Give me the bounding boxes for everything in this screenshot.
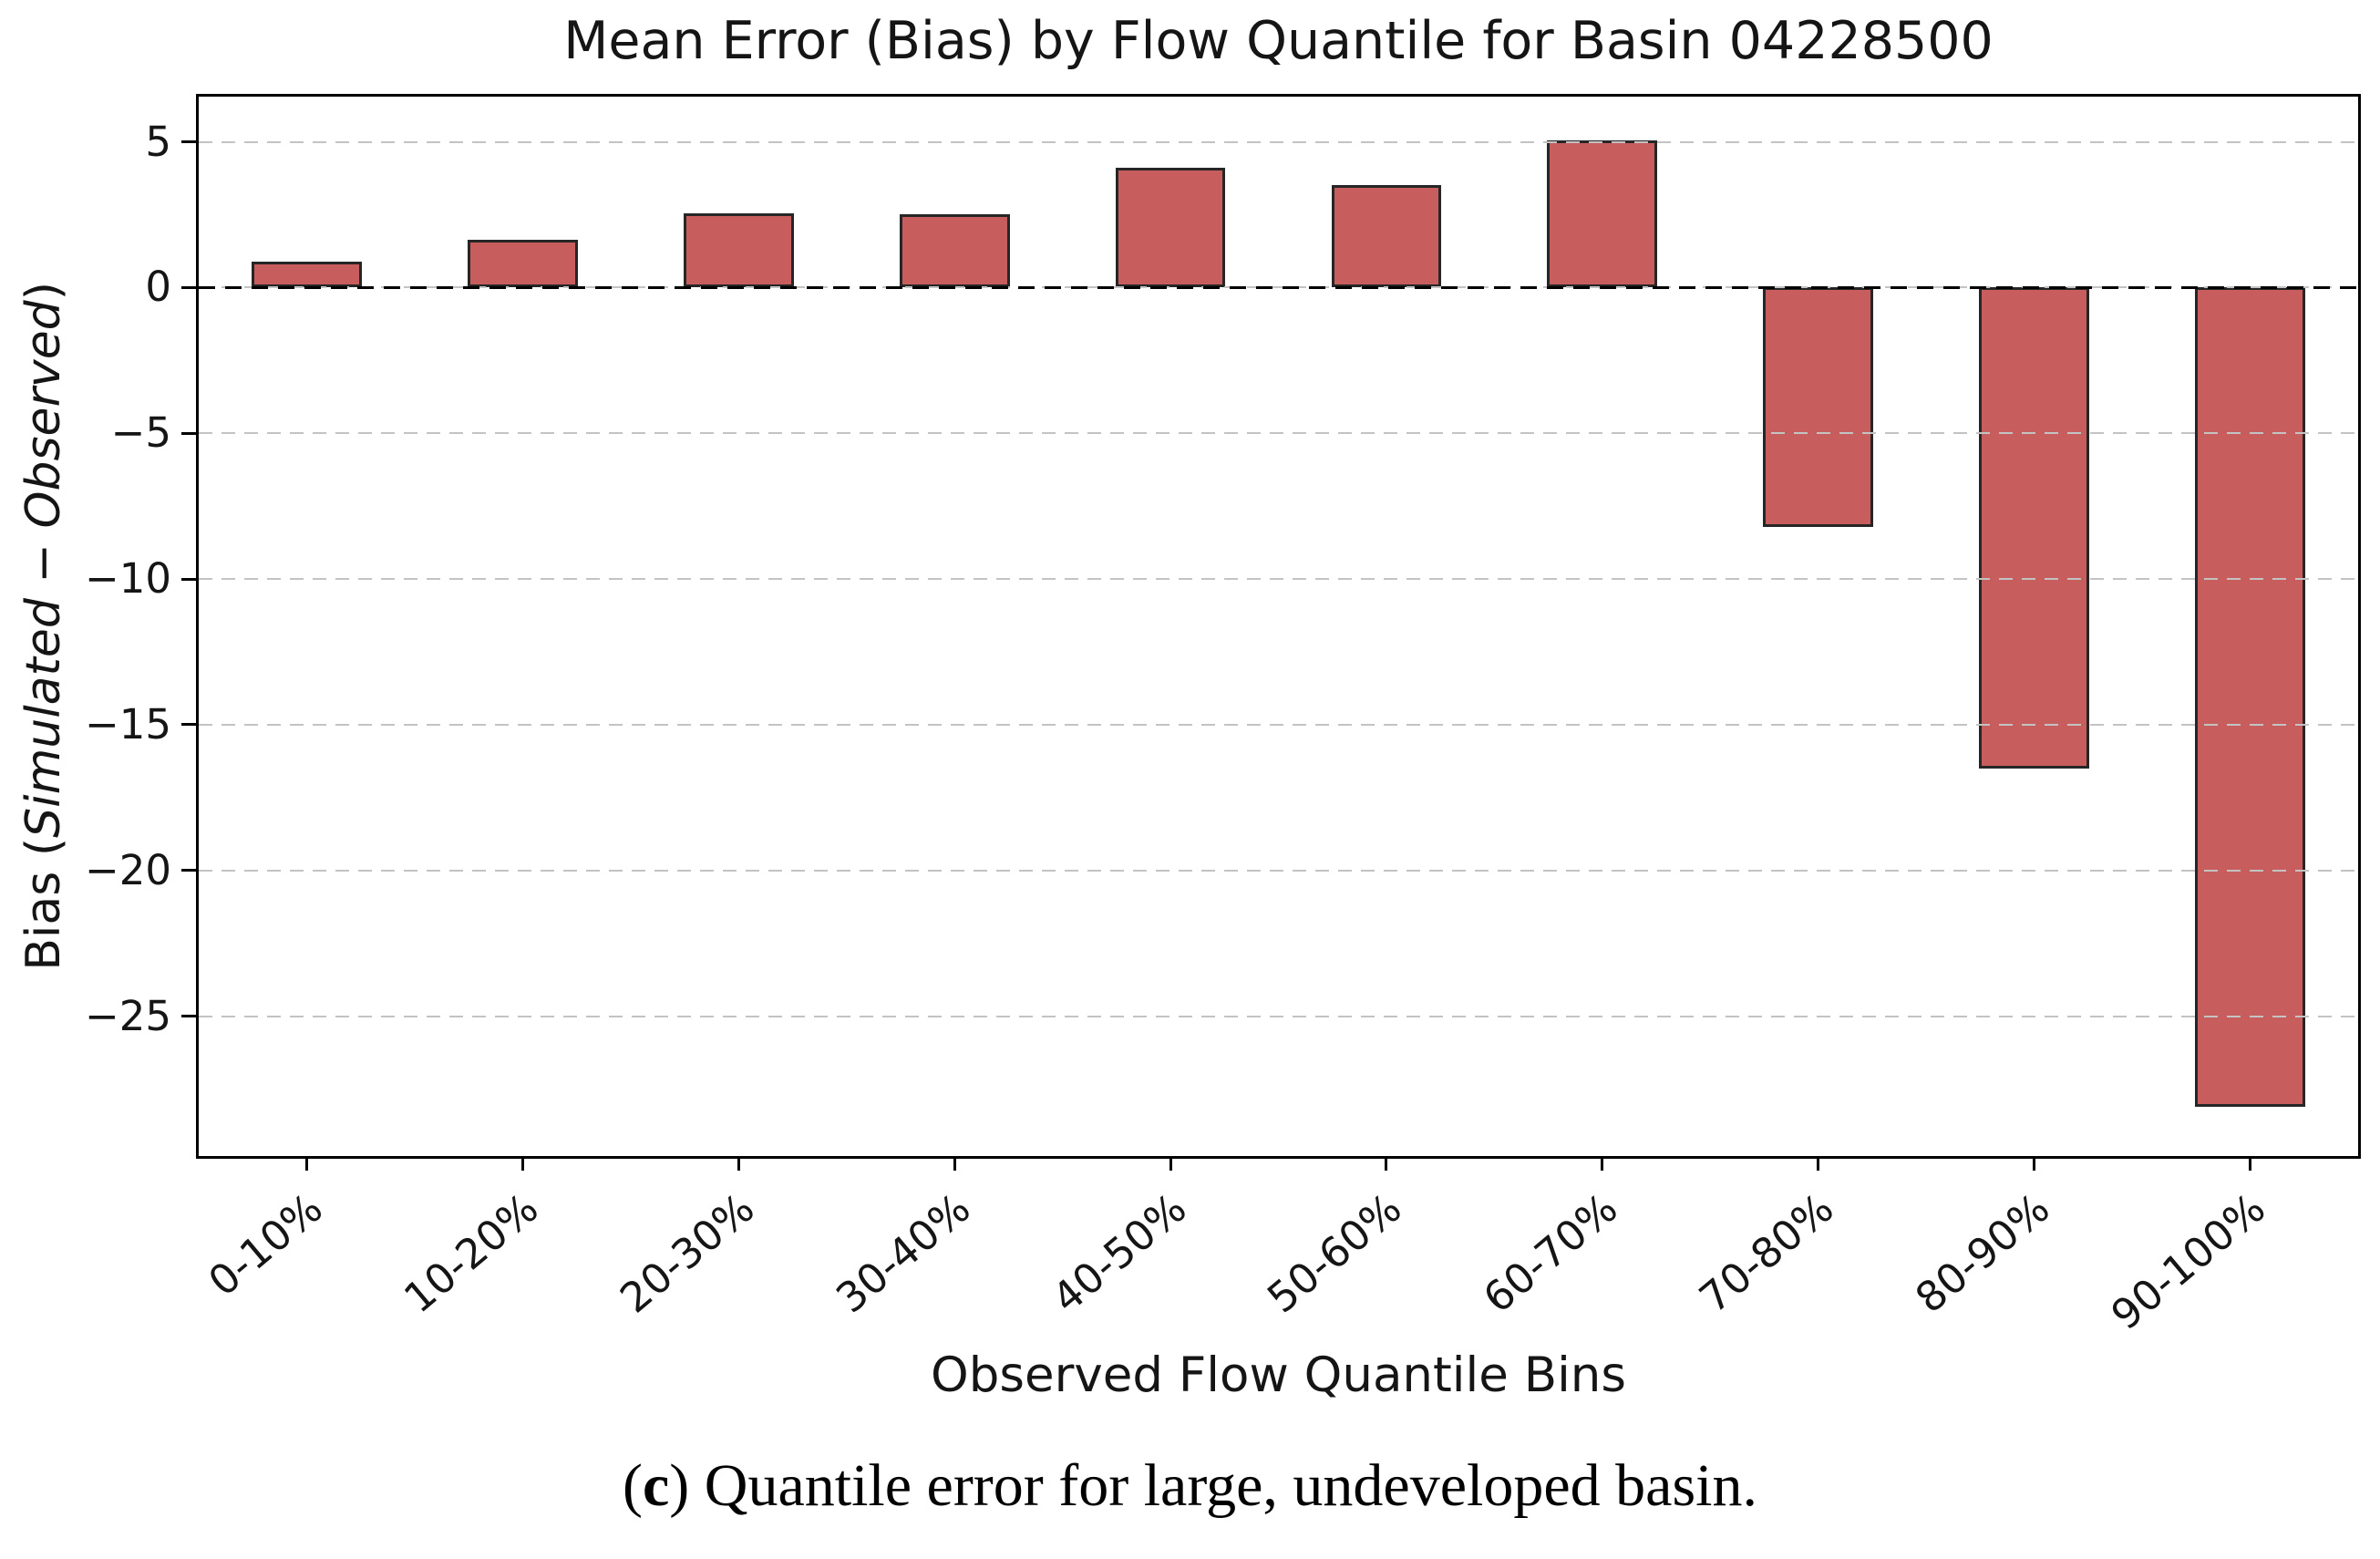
bar-40-50% (1115, 168, 1226, 288)
caption-bold-letter: c (643, 1452, 670, 1519)
bar-10-20% (467, 239, 578, 288)
y-tick-label: −20 (85, 845, 171, 894)
bar-80-90% (1979, 287, 2090, 769)
y-tick-mark (181, 869, 196, 872)
y-gridline (199, 140, 2358, 143)
y-axis-label-prefix: Bias ( (16, 837, 71, 971)
x-tick-mark (1385, 1156, 1388, 1171)
caption-suffix: ) Quantile error for large, undeveloped … (669, 1452, 1757, 1519)
y-tick-mark (181, 431, 196, 435)
bar-60-70% (1547, 139, 1658, 288)
x-tick-mark (2249, 1156, 2252, 1171)
y-gridline (199, 578, 2358, 581)
y-gridline (199, 869, 2358, 872)
x-tick-mark (304, 1156, 308, 1171)
bar-50-60% (1331, 185, 1442, 288)
y-axis-label-suffix: ) (16, 282, 71, 301)
y-tick-mark (181, 140, 196, 144)
x-tick-label: 40-50% (1042, 1183, 1195, 1323)
y-tick-mark (181, 723, 196, 727)
x-tick-label: 60-70% (1474, 1183, 1627, 1323)
y-axis-label-italic: Simulated − Observed (16, 300, 71, 838)
x-tick-label: 70-80% (1690, 1183, 1843, 1323)
x-tick-label: 90-100% (2102, 1183, 2275, 1340)
x-tick-label: 0-10% (199, 1183, 332, 1306)
bar-20-30% (683, 212, 794, 288)
y-tick-label: −10 (85, 554, 171, 604)
x-tick-mark (953, 1156, 956, 1171)
y-tick-label: 0 (145, 263, 171, 312)
y-tick-label: −15 (85, 699, 171, 749)
chart-title: Mean Error (Bias) by Flow Quantile for B… (563, 11, 1994, 71)
plot-area: 5 0 −5 −10 −15 −20 −25 0-10% 10-20% 20-30% 30-40% 4… (85, 94, 2361, 1339)
y-gridline (199, 432, 2358, 435)
y-tick-mark (181, 1015, 196, 1018)
y-axis-label: Bias (Simulated − Observed) (16, 282, 71, 971)
x-tick-mark (2033, 1156, 2036, 1171)
figure-caption: (c) Quantile error for large, undevelope… (0, 1451, 2380, 1521)
bar-70-80% (1763, 287, 1874, 527)
x-tick-label: 30-40% (826, 1183, 979, 1323)
x-tick-mark (737, 1156, 740, 1171)
y-tick-label: 5 (145, 117, 171, 166)
y-tick-mark (181, 285, 196, 289)
zero-reference-line (199, 285, 2358, 289)
bar-90-100% (2195, 287, 2305, 1107)
x-tick-label: 50-60% (1258, 1183, 1411, 1323)
x-tick-label: 10-20% (395, 1183, 548, 1323)
x-tick-mark (520, 1156, 524, 1171)
y-tick-label: −25 (85, 991, 171, 1040)
caption-prefix: ( (623, 1452, 643, 1519)
x-tick-mark (1601, 1156, 1604, 1171)
y-gridline (199, 1015, 2358, 1017)
y-gridline (199, 723, 2358, 726)
y-axis-label-wrap: Bias (Simulated − Observed) (16, 94, 71, 1159)
x-axis-label: Observed Flow Quantile Bins (930, 1347, 1626, 1403)
x-tick-label: 80-90% (1906, 1183, 2059, 1323)
y-tick-label: −5 (110, 408, 171, 458)
y-tick-mark (181, 577, 196, 581)
x-tick-label: 20-30% (611, 1183, 764, 1323)
x-tick-mark (1169, 1156, 1172, 1171)
bar-30-40% (899, 214, 1010, 288)
x-tick-mark (1817, 1156, 1820, 1171)
bar-0-10% (252, 261, 362, 288)
